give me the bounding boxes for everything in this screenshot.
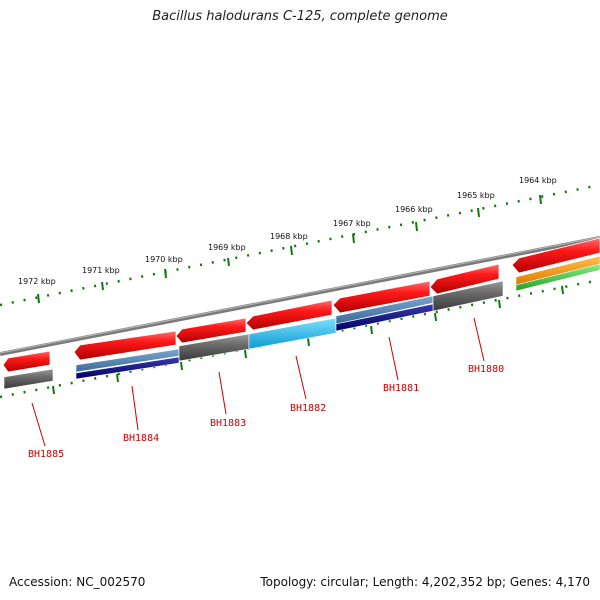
- kbp-label: 1967 kbp: [333, 219, 371, 228]
- feature-bar-navy[interactable]: [75, 356, 180, 380]
- upper-scale-major-ticks: [37, 194, 542, 304]
- kbp-label: 1971 kbp: [82, 266, 120, 275]
- gene-label-bh1882[interactable]: BH1882: [290, 403, 326, 414]
- gene-arrow-right[interactable]: [511, 237, 600, 274]
- upper-scale-dotted-line: [0, 183, 600, 307]
- genome-backbone-highlight: [0, 236, 600, 354]
- gene-arrow-bh1885[interactable]: [2, 350, 51, 373]
- feature-bar-gray[interactable]: [3, 368, 54, 390]
- feature-bar-orange[interactable]: [515, 255, 600, 286]
- lower-scale-major-ticks: [52, 285, 564, 395]
- kbp-label: 1972 kbp: [18, 277, 56, 286]
- kbp-label: 1968 kbp: [270, 232, 308, 241]
- gene-label-bh1885[interactable]: BH1885: [28, 449, 64, 460]
- gene-label-bh1881[interactable]: BH1881: [383, 383, 419, 394]
- label-leader-lines: [31, 317, 485, 447]
- forward-strand-genes: [2, 237, 600, 373]
- feature-bar-navy[interactable]: [335, 303, 434, 332]
- gene-arrow-bh1884[interactable]: [73, 330, 177, 361]
- kbp-label: 1966 kbp: [395, 205, 433, 214]
- kbp-labels: 1972 kbp 1971 kbp 1970 kbp 1969 kbp 1968…: [18, 176, 557, 286]
- feature-bar-green[interactable]: [515, 263, 600, 292]
- kbp-label: 1965 kbp: [457, 191, 495, 200]
- map-title: Bacillus halodurans C-125, complete geno…: [152, 9, 448, 24]
- accession-text: Accession: NC_002570: [9, 575, 146, 589]
- gene-arrow-bh1880[interactable]: [429, 263, 500, 295]
- feature-bars-row1: [3, 255, 600, 390]
- kbp-label: 1964 kbp: [519, 176, 557, 185]
- gene-label-bh1880[interactable]: BH1880: [468, 364, 504, 375]
- gene-label-bh1884[interactable]: BH1884: [123, 433, 159, 444]
- gene-label-bh1883[interactable]: BH1883: [210, 418, 246, 429]
- kbp-label: 1970 kbp: [145, 255, 183, 264]
- genome-backbone: [0, 236, 600, 356]
- feature-bar-cyan[interactable]: [248, 317, 337, 350]
- gene-arrow-bh1883[interactable]: [175, 317, 247, 344]
- genome-summary-text: Topology: circular; Length: 4,202,352 bp…: [260, 575, 590, 589]
- feature-bars-row2: [75, 263, 600, 380]
- gene-arrow-bh1882[interactable]: [245, 299, 333, 331]
- gene-arrow-bh1881[interactable]: [332, 280, 431, 314]
- gene-labels: BH1885 BH1884 BH1883 BH1882 BH1881 BH188…: [28, 364, 504, 460]
- kbp-label: 1969 kbp: [208, 243, 246, 252]
